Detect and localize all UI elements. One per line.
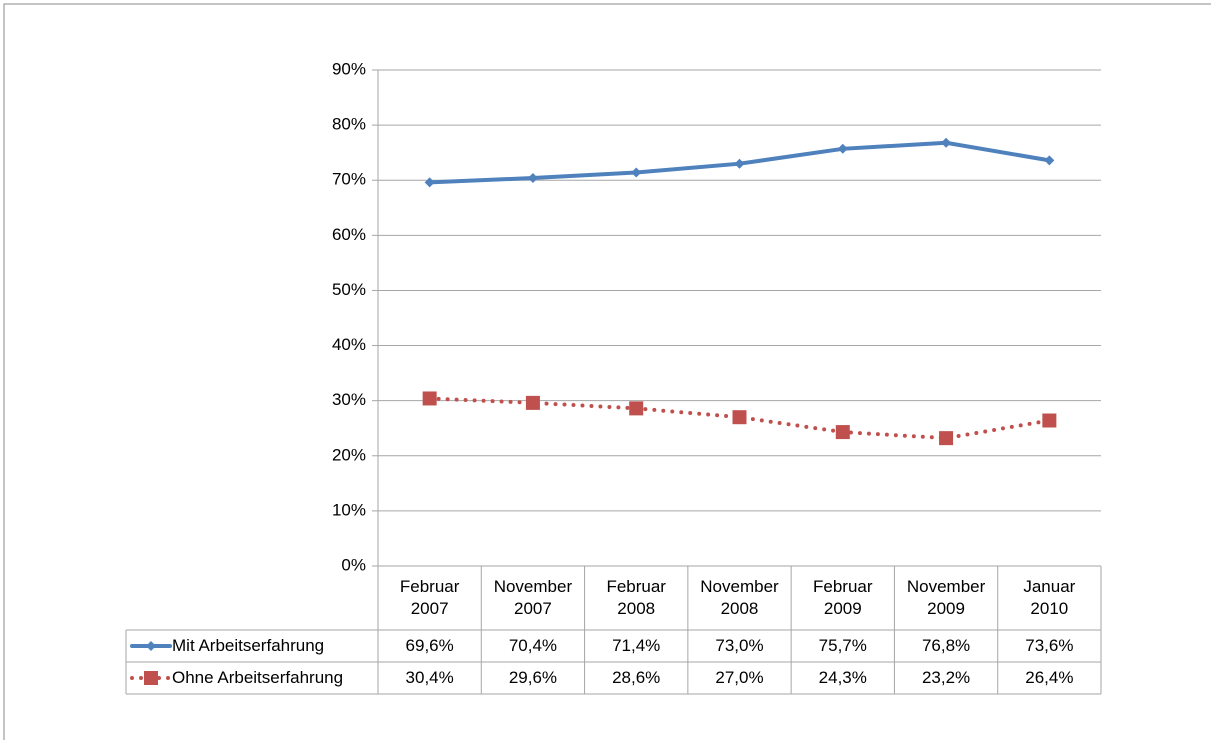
marker — [837, 143, 848, 154]
x-tick-label: Februar 2008 — [606, 577, 666, 618]
value-label: 73,0% — [715, 636, 764, 655]
y-tick-label: 20% — [332, 445, 366, 464]
value-label: 28,6% — [612, 668, 661, 687]
marker — [525, 395, 540, 410]
y-tick-label: 50% — [332, 280, 366, 299]
marker — [1042, 413, 1057, 428]
x-tick-label: Februar 2009 — [813, 577, 873, 618]
legend-label: Ohne Arbeitserfahrung — [172, 668, 344, 687]
value-label: 73,6% — [1025, 636, 1074, 655]
value-label: 27,0% — [715, 668, 764, 687]
value-label: 75,7% — [818, 636, 867, 655]
y-tick-label: 90% — [332, 59, 366, 78]
y-tick-label: 40% — [332, 335, 366, 354]
legend-marker — [146, 641, 156, 651]
value-label: 29,6% — [508, 668, 558, 687]
y-tick-label: 30% — [332, 390, 366, 409]
y-tick-label: 70% — [332, 170, 366, 189]
x-tick-label: November 2007 — [493, 577, 573, 618]
value-label: 30,4% — [405, 668, 454, 687]
frame — [3, 3, 1211, 740]
value-label: 26,4% — [1025, 668, 1074, 687]
y-tick-label: 80% — [332, 115, 366, 134]
y-tick-label: 10% — [332, 500, 366, 519]
marker — [835, 425, 850, 440]
marker — [732, 410, 747, 425]
marker — [734, 158, 745, 169]
marker — [941, 137, 952, 148]
x-tick-label: Januar 2010 — [1023, 577, 1076, 618]
marker — [631, 167, 642, 178]
legend-marker — [144, 671, 158, 685]
value-label: 23,2% — [921, 668, 971, 687]
value-label: 76,8% — [921, 636, 971, 655]
value-label: 24,3% — [818, 668, 867, 687]
value-label: 71,4% — [612, 636, 661, 655]
y-tick-label: 60% — [332, 225, 366, 244]
x-tick-label: November 2009 — [906, 577, 986, 618]
value-label: 69,6% — [405, 636, 454, 655]
value-label: 70,4% — [508, 636, 558, 655]
x-tick-label: Februar 2007 — [399, 577, 460, 618]
marker — [422, 391, 437, 406]
marker — [629, 401, 644, 416]
marker — [939, 431, 954, 446]
marker — [527, 173, 538, 184]
x-tick-label: November 2008 — [700, 577, 779, 618]
y-tick-label: 0% — [341, 555, 366, 574]
legend-label: Mit Arbeitserfahrung — [172, 636, 325, 655]
marker — [424, 177, 435, 188]
marker — [1044, 155, 1055, 166]
